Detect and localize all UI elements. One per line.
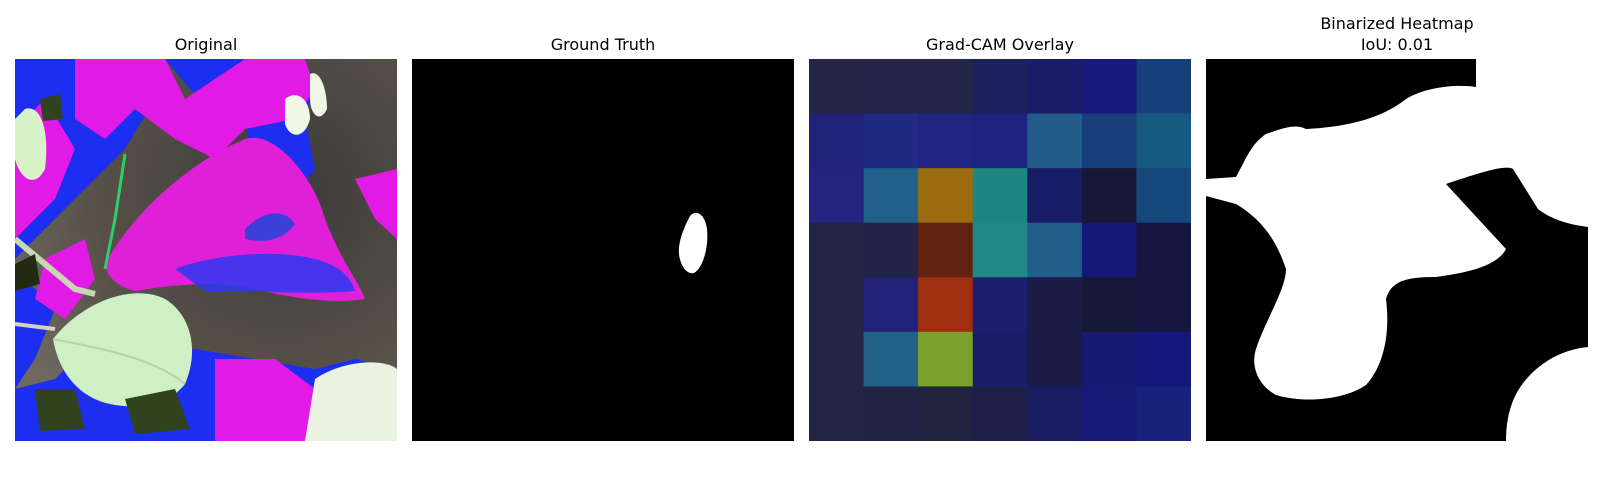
gradcam-cell: [1136, 331, 1191, 388]
gradcam-cell: [1027, 386, 1083, 441]
gradcam-heatmap: [809, 59, 1191, 441]
gradcam-cell: [809, 59, 865, 115]
gradcam-cell: [918, 222, 974, 278]
binarized-mask: [1206, 59, 1588, 441]
gradcam-cell: [1136, 113, 1191, 169]
gradcam-cell: [918, 386, 974, 441]
gradcam-cell: [863, 222, 919, 278]
gradcam-cell: [809, 331, 865, 388]
gradcam-cell: [1027, 331, 1083, 388]
ground-truth-mask: [412, 59, 794, 441]
gradcam-cell: [972, 113, 1028, 169]
gradcam-cell: [1136, 386, 1191, 441]
gradcam-cell: [1081, 331, 1138, 388]
gradcam-cell: [972, 59, 1028, 115]
gradcam-cell: [1081, 386, 1138, 441]
gradcam-cell: [972, 331, 1028, 388]
gradcam-cell: [972, 168, 1028, 224]
gradcam-cell: [809, 386, 865, 441]
gradcam-cell: [972, 277, 1028, 333]
gradcam-cell: [918, 331, 974, 388]
gradcam-cell: [863, 386, 919, 441]
gradcam-cell: [972, 222, 1028, 278]
gradcam-cell: [863, 168, 919, 224]
gradcam-cell: [1027, 168, 1083, 224]
gradcam-cell: [863, 59, 919, 115]
gradcam-cell: [863, 331, 919, 388]
panel-title-ground-truth: Ground Truth: [550, 35, 656, 54]
panel-subtitle-iou: IoU: 0.01: [1360, 35, 1434, 54]
gradcam-cell: [809, 113, 865, 169]
binarized-region-corner: [1506, 347, 1588, 441]
panel-title-original: Original: [174, 35, 238, 54]
gradcam-cell: [1027, 113, 1083, 169]
gradcam-cell: [1136, 168, 1191, 224]
gradcam-cell: [1081, 59, 1138, 115]
gradcam-cell: [863, 277, 919, 333]
gradcam-cell: [1081, 222, 1138, 278]
gradcam-cell: [1027, 59, 1083, 115]
gradcam-cell: [1027, 277, 1083, 333]
panel-title-gradcam-overlay: Grad-CAM Overlay: [926, 35, 1074, 54]
gradcam-cell: [1136, 222, 1191, 278]
gradcam-cell: [1136, 277, 1191, 333]
gradcam-cell: [1081, 277, 1138, 333]
ground-truth-region: [678, 212, 708, 274]
gradcam-cell: [1081, 168, 1138, 224]
gradcam-cell: [809, 222, 865, 278]
panel-title-binarized-heatmap: Binarized Heatmap: [1320, 14, 1474, 33]
gradcam-cell: [918, 277, 974, 333]
gradcam-cell: [918, 168, 974, 224]
gradcam-cell: [918, 59, 974, 115]
gradcam-cell: [1081, 113, 1138, 169]
gradcam-cell: [1136, 59, 1191, 115]
gradcam-cell: [918, 113, 974, 169]
gradcam-cell: [809, 168, 865, 224]
binarized-region-main: [1206, 59, 1588, 400]
gradcam-cell: [863, 113, 919, 169]
gradcam-cell: [1027, 222, 1083, 278]
gradcam-cell: [972, 386, 1028, 441]
gradcam-cell: [809, 277, 865, 333]
original-image: [15, 59, 397, 441]
